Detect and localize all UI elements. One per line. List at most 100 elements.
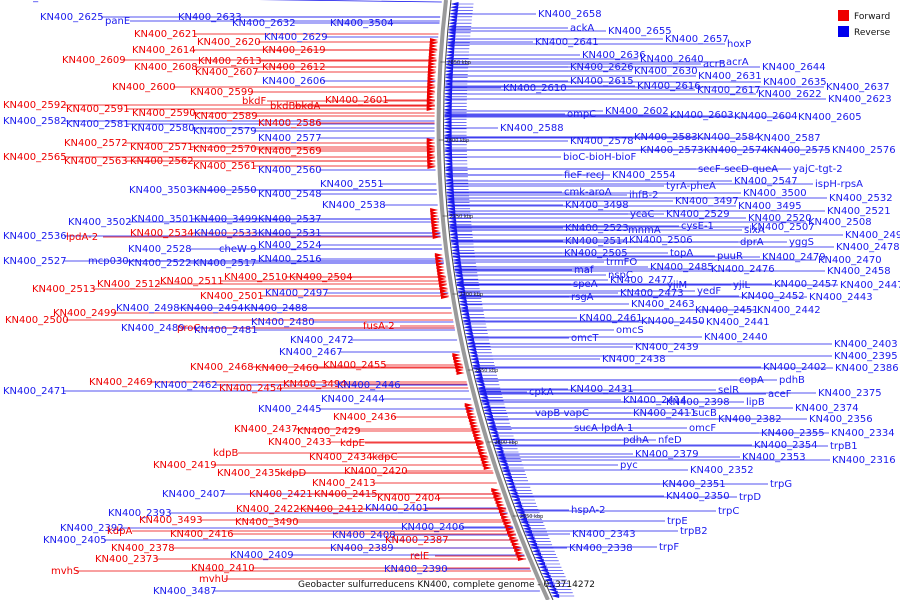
position-tick-label: 2600 kbp (494, 440, 518, 446)
right-feature-label: hoxP (727, 39, 751, 50)
forward-feature-arrow (428, 65, 437, 69)
right-feature-label: KN400_2334 (831, 428, 895, 439)
reverse-feature-arrow (448, 226, 457, 230)
right-feature-label: yjiM (667, 280, 687, 291)
forward-feature-arrow (431, 220, 440, 224)
reverse-feature-arrow (508, 488, 517, 493)
forward-feature-arrow (468, 415, 477, 419)
forward-feature-arrow (429, 44, 438, 48)
right-feature-label: KN400_2506 (629, 235, 693, 246)
forward-feature-arrow (437, 271, 446, 275)
reverse-feature-arrow (511, 498, 520, 502)
forward-feature-arrow (502, 518, 511, 522)
right-feature-label: KN400_2532 (829, 193, 893, 204)
reverse-feature-arrow (489, 430, 498, 435)
right-feature-label: KN400_2655 (608, 26, 672, 37)
forward-feature-arrow (482, 463, 491, 467)
reverse-feature-arrow (454, 270, 463, 275)
reverse-feature-arrow (509, 491, 518, 496)
left-feature-label: KN400_2586 (258, 118, 322, 129)
reverse-feature-arrow (447, 216, 456, 221)
forward-feature-arrow (429, 38, 438, 42)
forward-feature-arrow (496, 503, 505, 507)
forward-feature-arrow (504, 524, 513, 528)
right-feature-label: KN400_2353 (742, 452, 806, 463)
reverse-feature-arrow (468, 350, 477, 355)
reverse-feature-arrow (533, 552, 542, 557)
left-feature-label: KN400_2499 (53, 308, 117, 319)
reverse-feature-arrow (443, 107, 452, 112)
reverse-feature-arrow (448, 24, 457, 29)
forward-feature-arrow (426, 150, 435, 154)
left-feature-label: KN400_2572 (64, 138, 128, 149)
left-feature-label: KN400_2434 (309, 452, 373, 463)
forward-feature-arrow (426, 98, 435, 102)
reverse-feature-arrow (443, 117, 452, 122)
left-feature-label: cheW-9 (219, 244, 256, 255)
forward-feature-arrow (431, 226, 440, 230)
right-feature-label: KN400_3497 (675, 196, 739, 207)
right-feature-label: topA (670, 248, 693, 259)
left-feature-label: panE (105, 16, 130, 27)
position-tick-label: 2850 kbp (447, 60, 471, 66)
right-feature-label: KN400_2350 (666, 491, 730, 502)
forward-feature-arrow (427, 77, 436, 81)
reverse-feature-arrow (459, 302, 468, 307)
right-feature-label: sucA-lpdA-1 (574, 423, 633, 434)
left-feature-label: KN400_2563 (64, 156, 128, 167)
left-feature-label: fusA-2 (363, 321, 395, 332)
reverse-feature-arrow (503, 475, 512, 480)
reverse-feature-arrow (444, 75, 453, 80)
right-feature-label: acrA (726, 57, 749, 68)
legend-reverse-swatch (838, 26, 849, 37)
right-feature-label: KN400_2441 (706, 317, 770, 328)
right-feature-label: cmk-aroA (564, 187, 612, 198)
left-feature-label: KN400_2389 (330, 543, 394, 554)
right-feature-label: KN400_2374 (795, 403, 859, 414)
left-feature-label: KN400_2412 (300, 504, 364, 515)
left-feature-label: KN400_2393 (108, 508, 172, 519)
right-feature-label: dprA (740, 237, 764, 248)
right-feature-label: mnmA (628, 225, 661, 236)
right-feature-label: KN400_2403 (834, 339, 898, 350)
reverse-feature-arrow (444, 85, 453, 90)
right-feature-label: KN400_2657 (665, 34, 729, 45)
forward-feature-arrow (491, 488, 500, 492)
reverse-feature-arrow (479, 395, 488, 400)
reverse-feature-arrow (447, 27, 456, 32)
reverse-feature-arrow (447, 213, 456, 218)
forward-feature-arrow (509, 536, 518, 540)
reverse-feature-arrow (446, 40, 455, 45)
reverse-feature-arrow (445, 184, 454, 189)
right-feature-label: omcT (571, 333, 599, 344)
forward-feature-arrow (476, 442, 485, 446)
forward-feature-arrow (429, 50, 438, 54)
forward-feature-arrow (476, 445, 485, 449)
reverse-feature-arrow (468, 347, 477, 352)
left-feature-label: KN400_3502 (68, 217, 132, 228)
right-feature-label: KN400_2520 (748, 213, 812, 224)
left-feature-label: KN400_2534 (130, 228, 194, 239)
forward-feature-arrow (432, 235, 441, 239)
reverse-feature-arrow (443, 94, 452, 99)
left-feature-label: KN400_2472 (290, 335, 354, 346)
left-feature-label: kdpA (107, 526, 132, 537)
reverse-feature-arrow (458, 296, 467, 301)
forward-feature-arrow (498, 509, 507, 513)
right-feature-label: puuR (717, 251, 743, 262)
reverse-feature-arrow (449, 14, 458, 19)
right-feature-label: yajC-tgt-2 (793, 164, 843, 175)
reverse-feature-arrow (452, 261, 461, 266)
left-feature-label: KN400_2437 (234, 424, 298, 435)
left-feature-label: KN400_2512 (97, 279, 161, 290)
left-feature-label: KN400_2517 (193, 258, 257, 269)
reverse-feature-arrow (474, 373, 483, 378)
reverse-feature-arrow (443, 149, 452, 154)
right-feature-label: rsgA (571, 292, 594, 303)
forward-feature-arrow (427, 159, 436, 163)
reverse-feature-arrow (485, 418, 494, 422)
reverse-feature-arrow (443, 139, 452, 144)
forward-feature-arrow (505, 527, 514, 531)
reverse-feature-arrow (444, 78, 453, 83)
forward-feature-arrow (512, 545, 521, 549)
